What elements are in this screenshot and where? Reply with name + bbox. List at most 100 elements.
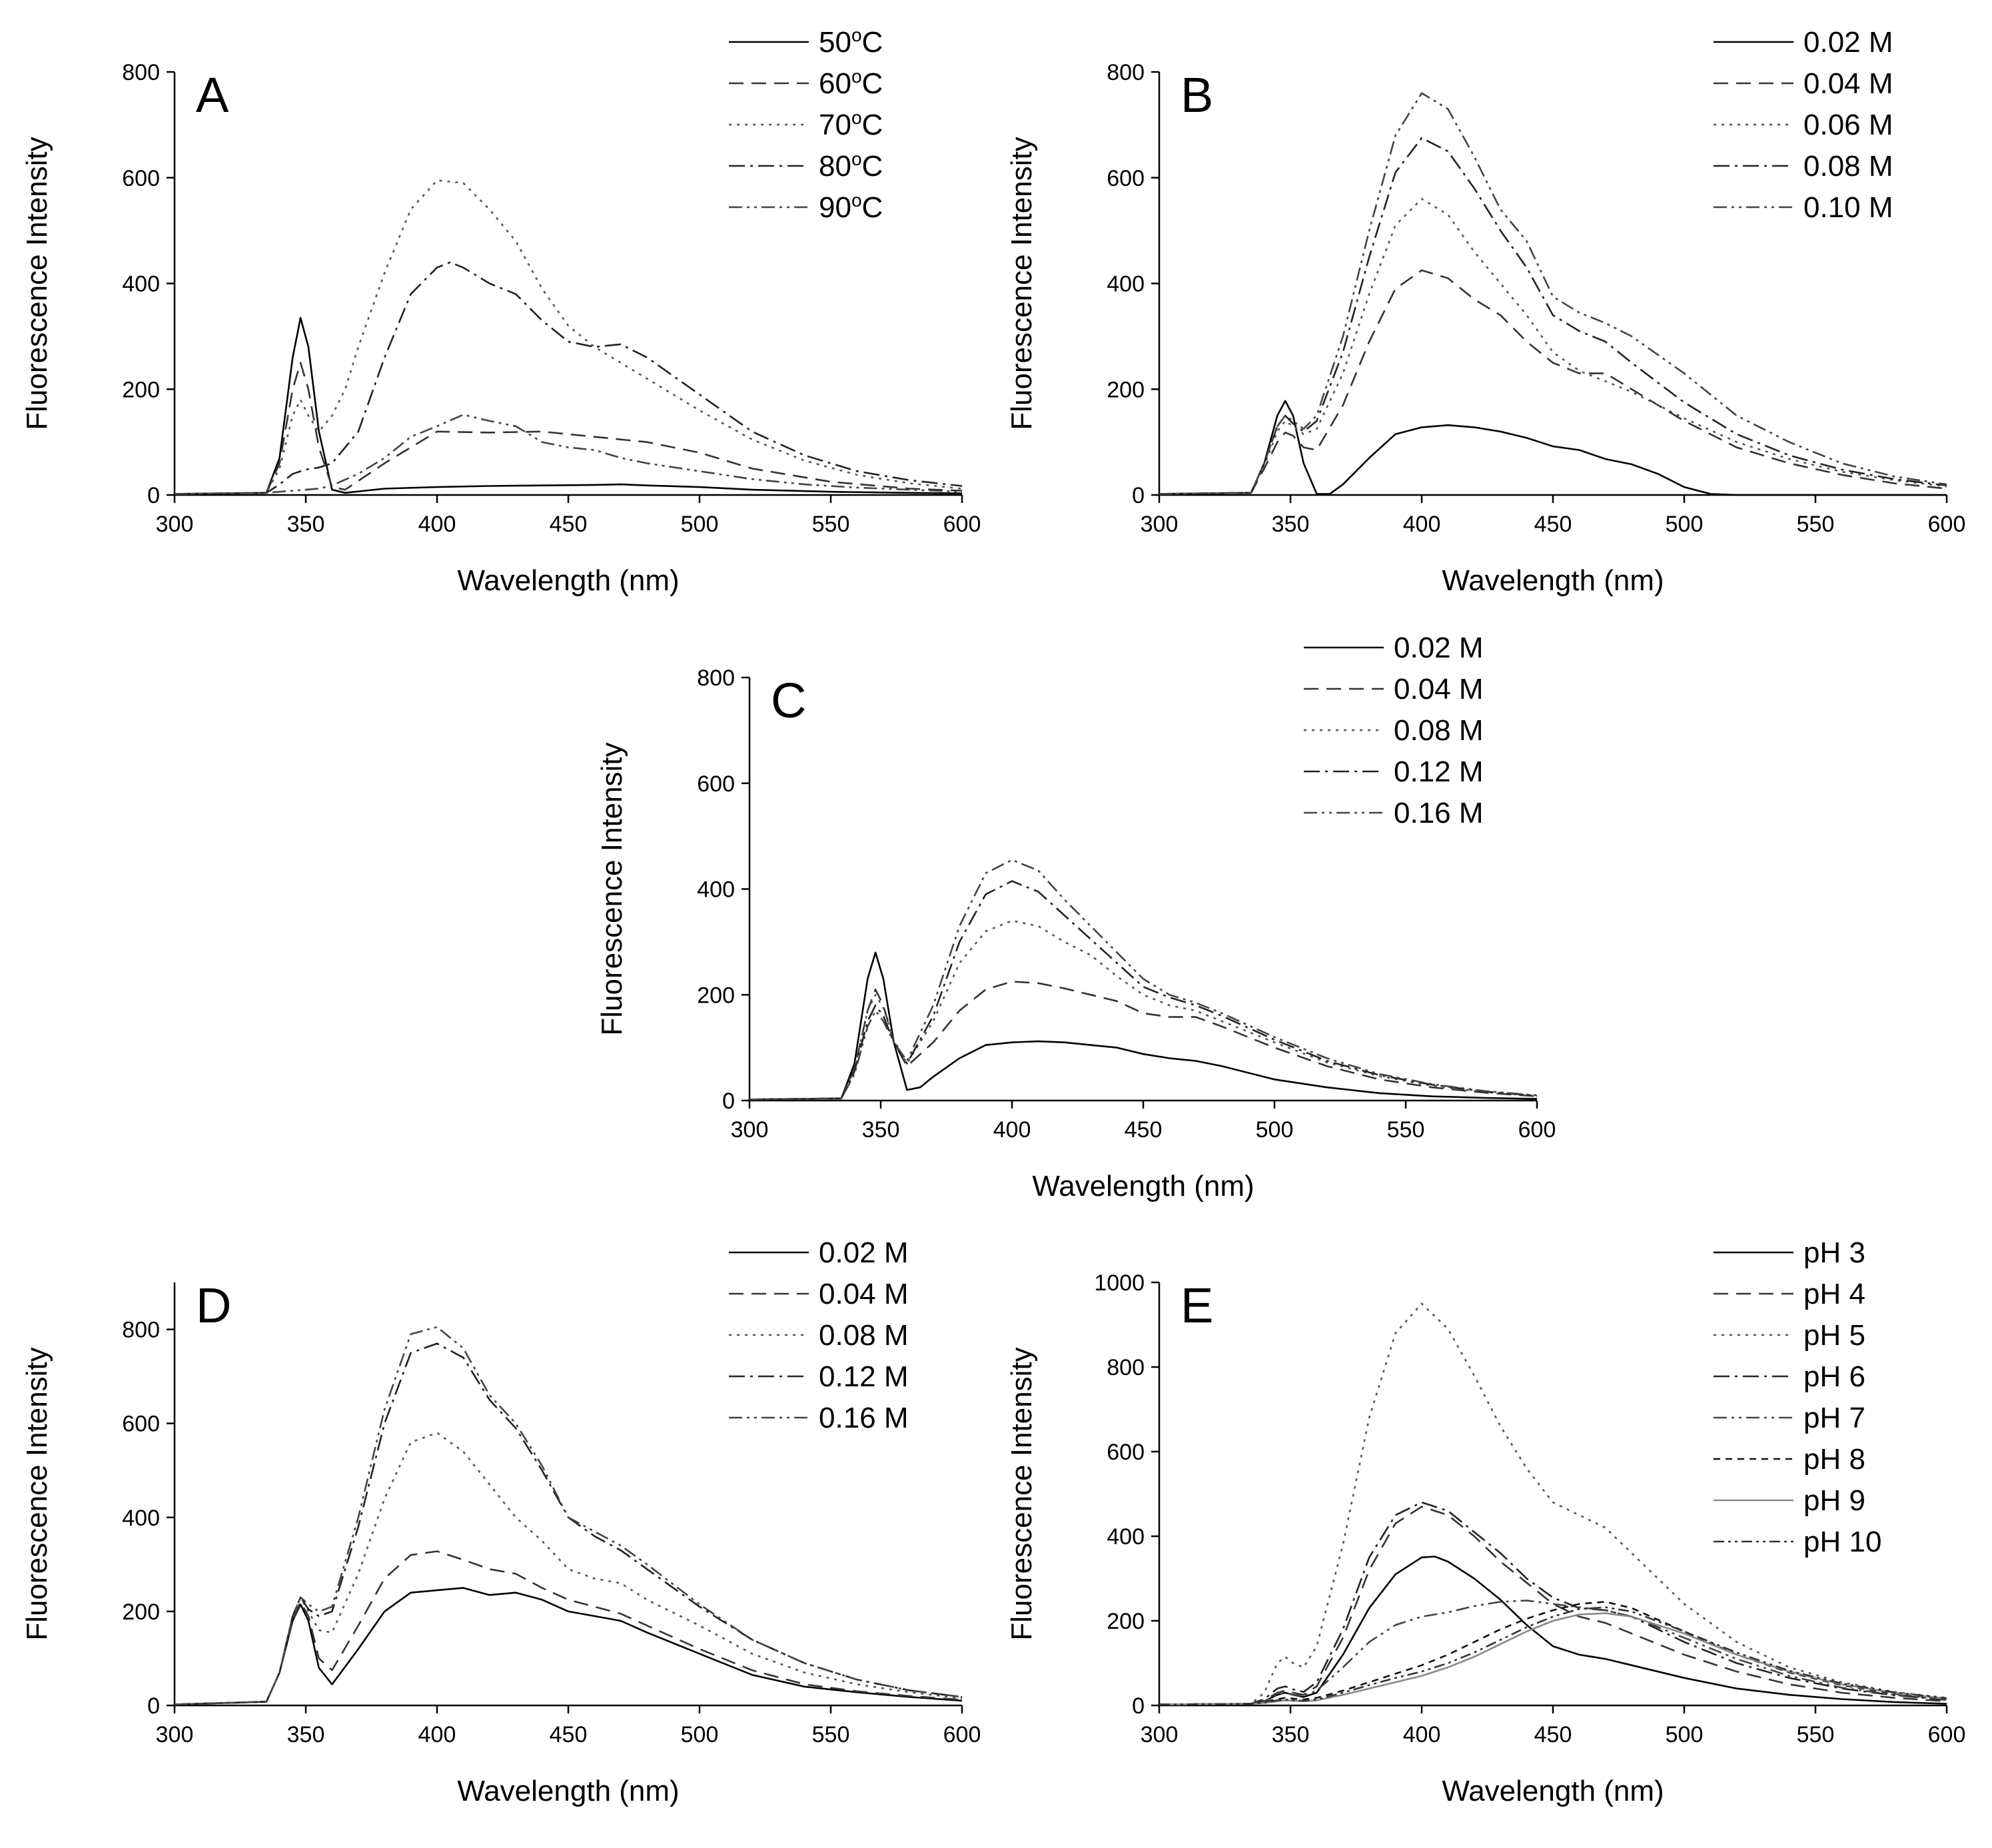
legend-entry: 0.04 M <box>1803 67 1893 100</box>
series-line-2 <box>1159 1506 1947 1705</box>
series-line-2 <box>749 981 1538 1101</box>
legend-entry: 0.12 M <box>1394 755 1484 788</box>
series-line-1 <box>1159 400 1947 496</box>
legend-entry: pH 7 <box>1803 1402 1865 1434</box>
x-tick-label: 400 <box>1403 1722 1441 1747</box>
legend: 50oC 60oC 70oC 80oC 90oC <box>729 25 883 224</box>
y-tick-label: 200 <box>697 983 735 1008</box>
x-tick-label: 600 <box>1518 1117 1556 1143</box>
legend-entry: pH 5 <box>1803 1319 1865 1352</box>
legend-entry: 0.04 M <box>1394 673 1484 705</box>
panel-letter: C <box>771 673 806 728</box>
panel-b: 300 350 400 450 500 550 600 0 200 400 600 800 Wavele… <box>1005 26 1965 597</box>
x-tick-label: 600 <box>943 512 981 537</box>
x-tick-label: 600 <box>1928 512 1966 537</box>
legend: 0.02 M 0.04 M 0.08 M 0.12 M 0.16 M <box>729 1236 909 1434</box>
legend-entry: 0.08 M <box>1394 714 1484 747</box>
panel-letter: D <box>196 1278 231 1333</box>
y-tick-label: 800 <box>122 1318 160 1343</box>
series-line-4 <box>174 1342 963 1705</box>
y-tick-label: 800 <box>697 666 735 691</box>
x-tick-label: 550 <box>1797 1722 1835 1747</box>
x-axis-title: Wavelength (nm) <box>1442 564 1664 597</box>
y-tick-label: 200 <box>122 1600 160 1625</box>
series-line-2 <box>174 1550 963 1705</box>
y-tick-label: 0 <box>147 1693 160 1719</box>
y-tick-label: 0 <box>147 483 160 508</box>
x-tick-label: 550 <box>1797 512 1835 537</box>
legend-entry: 0.06 M <box>1803 109 1893 141</box>
panel-letter: B <box>1181 67 1213 123</box>
series-line-1 <box>174 1587 963 1705</box>
legend-entry: 90oC <box>819 190 883 224</box>
y-tick-label: 800 <box>122 60 160 85</box>
legend: 0.02 M 0.04 M 0.06 M 0.08 M 0.10 M <box>1714 26 1893 224</box>
series-line-3 <box>174 1432 963 1705</box>
y-axis-title: Fluorescence Intensity <box>21 1347 53 1640</box>
x-axis-title: Wavelength (nm) <box>457 564 679 597</box>
legend-entry: 0.04 M <box>819 1278 909 1310</box>
y-tick-label: 0 <box>722 1089 735 1114</box>
x-tick-label: 300 <box>731 1117 769 1143</box>
legend-entry: 0.02 M <box>1394 632 1484 664</box>
series-line-5 <box>1159 1600 1947 1705</box>
x-tick-label: 450 <box>1534 1722 1572 1747</box>
legend-entry: 0.16 M <box>819 1402 909 1434</box>
series-line-1 <box>174 316 963 495</box>
legend-entry: pH 6 <box>1803 1360 1865 1393</box>
x-axis-title: Wavelength (nm) <box>1442 1775 1664 1807</box>
series-line-4 <box>174 261 963 495</box>
legend-entry: pH 10 <box>1803 1526 1881 1558</box>
legend-entry: 0.08 M <box>819 1319 909 1352</box>
y-tick-label: 400 <box>1107 1524 1145 1550</box>
panel-d: 300 350 400 450 500 550 600 0 200 400 600 800 Wavele… <box>21 1236 981 1807</box>
x-tick-label: 300 <box>156 512 194 537</box>
x-tick-label: 500 <box>1256 1117 1294 1143</box>
y-axis-title: Fluorescence Intensity <box>21 137 53 430</box>
x-tick-label: 350 <box>862 1117 900 1143</box>
x-tick-label: 300 <box>1141 1722 1179 1747</box>
y-tick-label: 600 <box>1107 1440 1145 1465</box>
series-line-5 <box>1159 92 1947 495</box>
x-tick-label: 500 <box>681 512 719 537</box>
legend-entry: 0.16 M <box>1394 797 1484 829</box>
legend-entry: 0.12 M <box>819 1360 909 1393</box>
series-line-7 <box>1159 1612 1947 1705</box>
x-axis-title: Wavelength (nm) <box>457 1775 679 1807</box>
legend-entry: 60oC <box>819 66 883 100</box>
x-tick-label: 550 <box>812 1722 850 1747</box>
x-tick-label: 350 <box>1272 1722 1310 1747</box>
legend-entry: 80oC <box>819 149 883 183</box>
y-axis-title: Fluorescence Intensity <box>596 742 628 1035</box>
panel-c: 300 350 400 450 500 550 600 0 200 400 600 800 Wavele… <box>596 632 1556 1202</box>
x-tick-label: 400 <box>418 512 456 537</box>
series-line-4 <box>1159 137 1947 495</box>
panel-a: 300 350 400 450 500 550 600 0 200 400 600 800 Wavele… <box>21 25 981 597</box>
series-line-8 <box>1159 1606 1947 1705</box>
y-tick-label: 400 <box>697 877 735 903</box>
y-tick-label: 600 <box>697 771 735 797</box>
legend-entry: pH 3 <box>1803 1236 1865 1269</box>
series-line-3 <box>1159 1302 1947 1705</box>
series-line-2 <box>1159 269 1947 495</box>
x-tick-label: 600 <box>1928 1722 1966 1747</box>
y-tick-label: 200 <box>122 377 160 402</box>
x-tick-label: 500 <box>681 1722 719 1747</box>
legend: pH 3 pH 4 pH 5 pH 6 pH 7 pH 8 pH 9 pH 10 <box>1714 1236 1881 1558</box>
x-tick-label: 550 <box>812 512 850 537</box>
series-line-2 <box>174 362 963 495</box>
x-tick-label: 450 <box>1125 1117 1163 1143</box>
panel-e: 300 350 400 450 500 550 600 0 200 400 600 800 1000 Wa… <box>1005 1236 1965 1807</box>
y-tick-label: 1000 <box>1094 1270 1145 1296</box>
x-tick-label: 300 <box>1141 512 1179 537</box>
y-tick-label: 0 <box>1132 1693 1145 1719</box>
y-tick-label: 800 <box>1107 60 1145 85</box>
x-tick-label: 400 <box>418 1722 456 1747</box>
legend-entry: pH 9 <box>1803 1484 1865 1517</box>
x-tick-label: 400 <box>1403 512 1441 537</box>
series-line-5 <box>749 859 1538 1101</box>
legend-entry: 0.02 M <box>819 1236 909 1269</box>
x-axis-title: Wavelength (nm) <box>1032 1170 1254 1202</box>
x-tick-label: 350 <box>287 512 325 537</box>
